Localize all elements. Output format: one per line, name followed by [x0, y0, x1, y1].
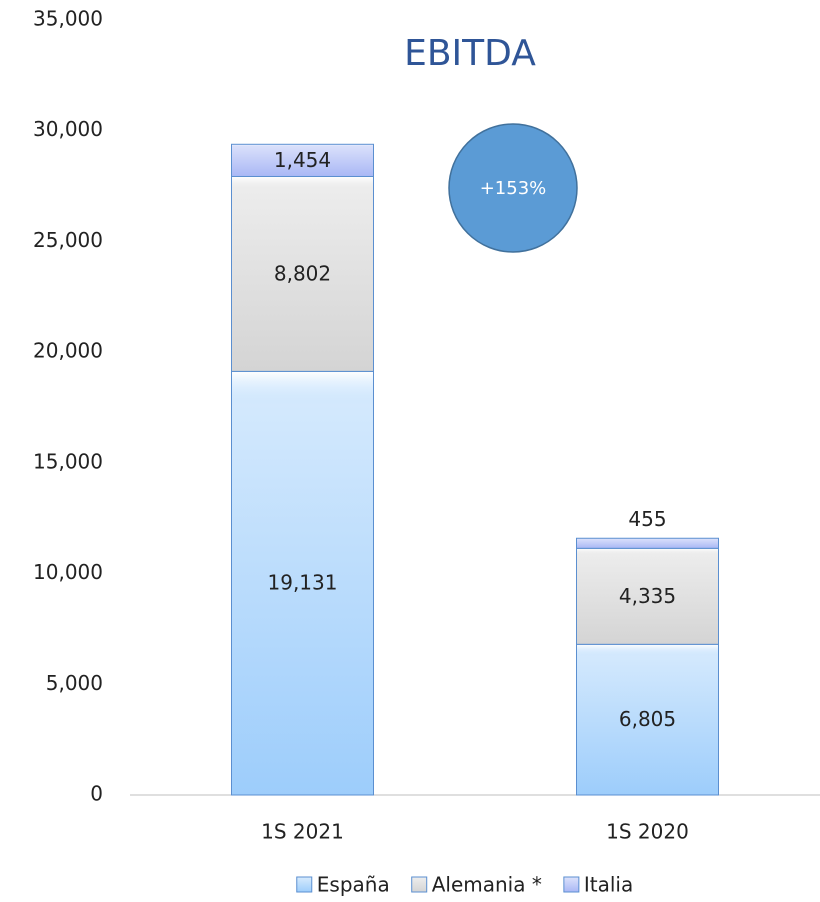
data-label: 4,335	[619, 584, 676, 608]
y-tick-label: 30,000	[33, 117, 103, 141]
bar-segment	[576, 537, 719, 549]
data-label: 8,802	[274, 261, 331, 285]
y-tick-label: 20,000	[33, 339, 103, 363]
bar-segment	[231, 143, 374, 177]
legend: España Alemania * Italia	[296, 873, 633, 897]
bar-segment	[231, 370, 374, 796]
data-label: 19,131	[268, 571, 338, 595]
legend-swatch	[411, 876, 428, 893]
data-label: 6,805	[619, 707, 676, 731]
data-label: 455	[628, 507, 666, 531]
bar-segment	[576, 643, 719, 796]
legend-label: España	[317, 873, 390, 897]
y-tick-label: 10,000	[33, 560, 103, 584]
legend-swatch	[563, 876, 580, 893]
bar-segment	[231, 175, 374, 372]
legend-label: Italia	[584, 873, 633, 897]
x-tick-label: 1S 2021	[261, 820, 344, 844]
y-tick-label: 5,000	[46, 671, 103, 695]
legend-swatch	[296, 876, 313, 893]
y-tick-label: 25,000	[33, 228, 103, 252]
y-tick-label: 0	[90, 782, 103, 806]
chart-title: EBITDA	[404, 33, 536, 74]
x-tick-label: 1S 2020	[606, 820, 689, 844]
legend-label: Alemania *	[432, 873, 542, 897]
annotation: +153%	[480, 178, 547, 199]
annotation-circle	[448, 123, 578, 253]
bar-segment	[576, 547, 719, 645]
data-label: 1,454	[274, 148, 331, 172]
y-tick-label: 35,000	[33, 7, 103, 31]
y-tick-label: 15,000	[33, 449, 103, 473]
